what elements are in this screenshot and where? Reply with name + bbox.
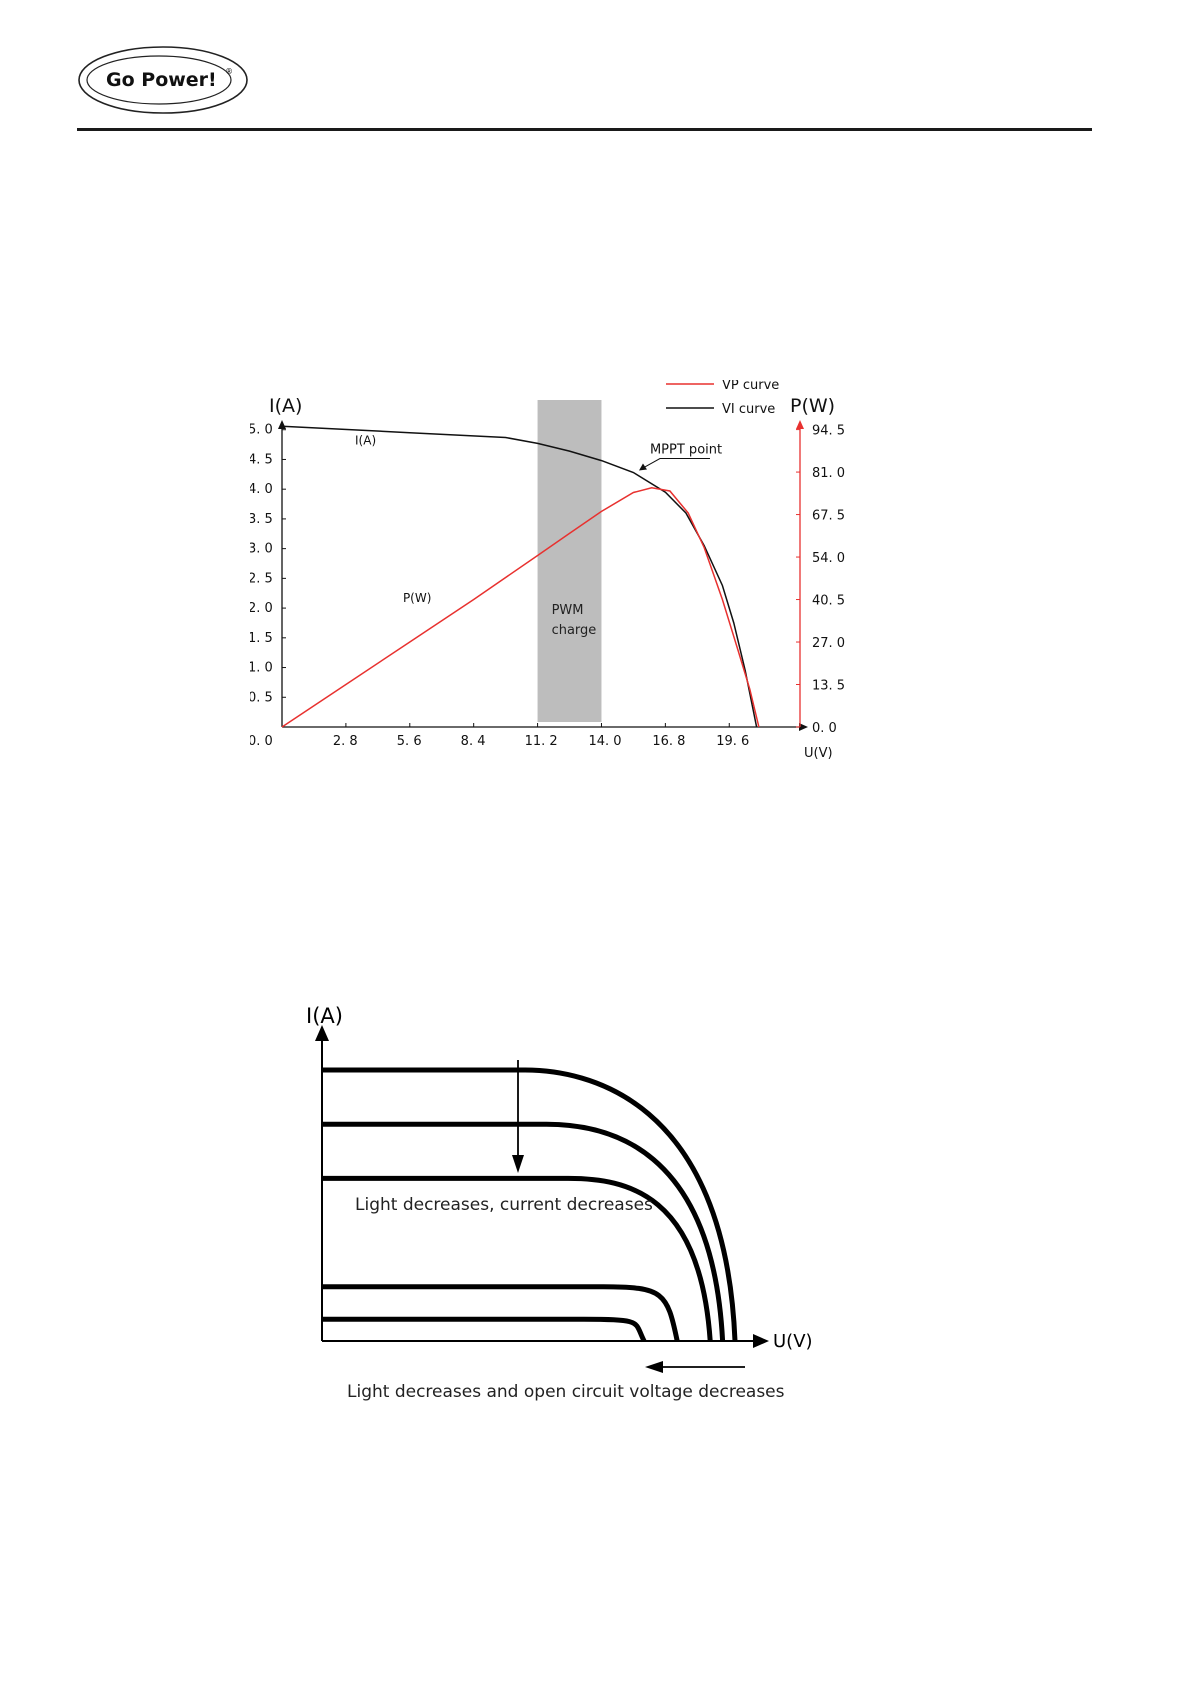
iv-curve-5 bbox=[322, 1316, 647, 1343]
pwm-label-line2: charge bbox=[552, 623, 597, 638]
y-left-tick-label: 1. 0 bbox=[250, 661, 273, 676]
y-right-tick-label: 94. 5 bbox=[812, 424, 845, 439]
y-left-tick-label: 4. 5 bbox=[250, 452, 273, 467]
y-right-tick-label: 13. 5 bbox=[812, 679, 845, 694]
legend-label: VP curve bbox=[722, 380, 779, 393]
current-decrease-label: Light decreases, current decreases bbox=[355, 1195, 653, 1215]
light-chart-svg: I(A) U(V) Light decreases, current decreas… bbox=[306, 1004, 813, 1402]
pwm-charge-region bbox=[537, 400, 602, 722]
x-tick-label: 8. 4 bbox=[461, 734, 486, 749]
y-left-tick-label: 3. 0 bbox=[250, 542, 273, 557]
x-tick-label: 14. 0 bbox=[588, 734, 621, 749]
x-axis-arrow-icon bbox=[799, 723, 808, 731]
y-left-tick-label: 2. 5 bbox=[250, 571, 273, 586]
y-axis-arrow-icon bbox=[315, 1025, 329, 1041]
x-tick-label: 2. 8 bbox=[333, 734, 358, 749]
y-left-tick-label: 4. 0 bbox=[250, 482, 273, 497]
y-left-axis-arrow-icon bbox=[278, 420, 286, 429]
iv-curve-2 bbox=[322, 1121, 726, 1342]
x-tick-label: 19. 6 bbox=[716, 734, 749, 749]
iv-curve-4 bbox=[322, 1284, 680, 1342]
y-right-axis-arrow-icon bbox=[796, 420, 804, 429]
pwm-label-line1: PWM bbox=[552, 603, 584, 618]
iv-curve-1 bbox=[322, 1067, 738, 1342]
header-rule bbox=[77, 128, 1092, 131]
y-left-tick-label: 0. 5 bbox=[250, 690, 273, 705]
x-axis-arrow-icon bbox=[753, 1334, 769, 1348]
mppt-chart-svg: PWM charge I(A) P(W) U(V) 0. 0 2. 8 5. 6 8. 4 11.… bbox=[248, 378, 845, 761]
x-axis-unit-label: U(V) bbox=[804, 746, 833, 761]
curve-label: I(A) bbox=[355, 434, 376, 448]
series-line-pw bbox=[281, 487, 760, 728]
x-tick-label: 5. 6 bbox=[397, 734, 422, 749]
page-header: Go Power! ® bbox=[0, 0, 1191, 135]
voltage-decrease-arrow-icon bbox=[645, 1361, 663, 1373]
series-line-ia bbox=[281, 425, 758, 728]
x-tick-label: 11. 2 bbox=[525, 734, 558, 749]
y-left-tick-label: 2. 0 bbox=[250, 601, 273, 616]
light-intensity-chart: I(A) U(V) Light decreases, current decreas… bbox=[300, 1004, 920, 1425]
legend-label: VI curve bbox=[722, 402, 775, 417]
logo-text: Go Power! bbox=[106, 69, 217, 91]
mppt-pointer-arrow-icon bbox=[638, 463, 647, 471]
x-tick-label: 16. 8 bbox=[652, 734, 685, 749]
logo-registered-mark: ® bbox=[225, 67, 233, 76]
go-power-logo: Go Power! ® bbox=[78, 46, 248, 114]
y-right-tick-label: 40. 5 bbox=[812, 594, 845, 609]
y-left-axis-title: I(A) bbox=[269, 395, 302, 417]
x-tick-label: 0. 0 bbox=[250, 734, 273, 749]
y-right-axis-title: P(W) bbox=[790, 395, 835, 417]
y-left-tick-label: 5. 0 bbox=[250, 423, 273, 438]
y-right-tick-label: 81. 0 bbox=[812, 466, 845, 481]
x-axis-title: U(V) bbox=[773, 1331, 813, 1352]
y-right-tick-label: 27. 0 bbox=[812, 636, 845, 651]
y-right-tick-label: 0. 0 bbox=[812, 721, 837, 736]
voltage-decrease-label: Light decreases and open circuit voltage… bbox=[347, 1382, 785, 1402]
curve-label: P(W) bbox=[403, 591, 431, 605]
iv-curve-3 bbox=[322, 1175, 713, 1342]
current-decrease-arrow-icon bbox=[512, 1155, 524, 1173]
mppt-point-label: MPPT point bbox=[650, 443, 722, 458]
y-left-tick-label: 3. 5 bbox=[250, 512, 273, 527]
y-axis-title: I(A) bbox=[306, 1005, 343, 1028]
y-right-tick-label: 67. 5 bbox=[812, 509, 845, 524]
solar-mppt-chart: PWM charge I(A) P(W) U(V) 0. 0 2. 8 5. 6 8. 4 11.… bbox=[248, 378, 930, 835]
mppt-pointer-line bbox=[641, 458, 710, 469]
y-right-tick-label: 54. 0 bbox=[812, 551, 845, 566]
y-left-tick-label: 1. 5 bbox=[250, 631, 273, 646]
